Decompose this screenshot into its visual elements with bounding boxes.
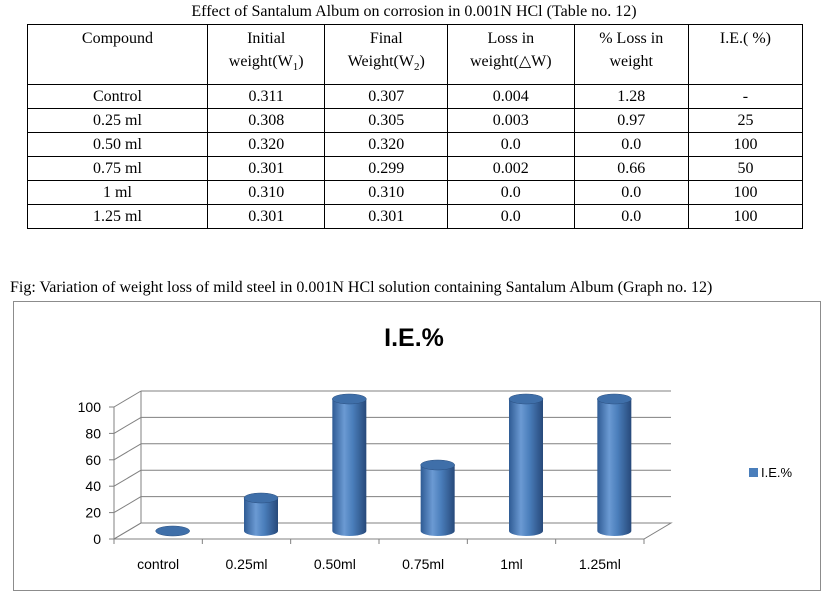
- y-tick-label: 100: [78, 399, 102, 415]
- chart-legend: I.E.%: [749, 465, 792, 480]
- header-text: weight(△W): [470, 53, 552, 70]
- x-tick-label: 0.75ml: [402, 556, 444, 572]
- table-cell: 0.0: [447, 204, 575, 229]
- table-row: Control 0.311 0.307 0.004 1.28 -: [27, 84, 804, 109]
- header-ie-percent: I.E.( %): [687, 24, 804, 85]
- table-cell: 0.003: [447, 108, 575, 133]
- table-cell: 0.0: [573, 132, 689, 157]
- table-cell: 0.310: [206, 180, 326, 205]
- table-cell: 0.66: [573, 156, 689, 181]
- legend-label: I.E.%: [761, 465, 793, 480]
- table-cell: 0.25 ml: [27, 108, 208, 133]
- table-cell: 0.299: [324, 156, 449, 181]
- table-cell: 0.305: [324, 108, 449, 133]
- header-text: % Loss in: [599, 30, 664, 47]
- gridline-side: [113, 522, 142, 540]
- header-initial-weight: Initial weight(W1): [206, 24, 326, 85]
- x-tick-label: control: [137, 556, 179, 572]
- table-cell: 0.0: [573, 204, 689, 229]
- table-cell: 0.308: [206, 108, 326, 133]
- table-row: 0.50 ml 0.320 0.320 0.0 0.0 100: [27, 132, 804, 157]
- table-cell: 0.0: [447, 180, 575, 205]
- chart-floor: [112, 522, 673, 540]
- bar-top-0.25ml: [243, 492, 279, 504]
- bar-top-control: [155, 525, 190, 537]
- table-cell: 100: [687, 204, 804, 229]
- table-cell: -: [687, 84, 804, 109]
- header-text: Final: [369, 30, 403, 47]
- table-cell: 0.004: [447, 84, 575, 109]
- table-cell: 25: [687, 108, 804, 133]
- gridline-side: [113, 443, 142, 461]
- header-text: Initial: [247, 30, 286, 47]
- ie-bar-chart: I.E.% 0 20 40 60 80 100 control 0.25ml 0.50ml 0.75…: [78, 324, 673, 572]
- table-cell: 1.25 ml: [27, 204, 208, 229]
- corrosion-table: Compound Initial weight(W1) Final Weight(W…: [27, 24, 804, 229]
- bar-1ml: [509, 399, 543, 536]
- header-final-weight: Final Weight(W2): [324, 24, 449, 85]
- table-cell: 0.50 ml: [27, 132, 208, 157]
- table-row: 0.75 ml 0.301 0.299 0.002 0.66 50: [27, 156, 804, 181]
- gridline-side: [113, 390, 142, 408]
- table-cell: 0.311: [206, 84, 326, 109]
- bar-1.25ml: [597, 399, 632, 536]
- table-header-row: Compound Initial weight(W1) Final Weight(W…: [27, 24, 804, 85]
- table-cell: Control: [27, 84, 208, 109]
- y-tick-label: 80: [85, 425, 101, 441]
- bar-top-0.75ml: [420, 459, 455, 471]
- bar-0.50ml: [332, 399, 367, 536]
- header-text: Weight(W2): [347, 53, 425, 74]
- x-tick-label: 0.25ml: [225, 556, 267, 572]
- table-cell: 0.75 ml: [27, 156, 208, 181]
- header-text: weight(W1): [228, 53, 304, 74]
- chart-title: I.E.%: [384, 324, 444, 352]
- bar-top-1.25ml: [597, 393, 632, 405]
- table-cell: 0.301: [206, 156, 326, 181]
- table-cell: 0.301: [206, 204, 326, 229]
- y-tick-label: 0: [93, 531, 101, 547]
- table-cell: 1 ml: [27, 180, 208, 205]
- table-row: 1.25 ml 0.301 0.301 0.0 0.0 100: [27, 204, 804, 229]
- table-cell: 0.97: [573, 108, 689, 133]
- header-loss-weight: Loss in weight(△W): [447, 24, 575, 85]
- x-tick-label: 1.25ml: [579, 556, 621, 572]
- table-cell: 0.301: [324, 204, 449, 229]
- table-cell: 0.320: [206, 132, 326, 157]
- table-caption: Effect of Santalum Album on corrosion in…: [191, 3, 637, 20]
- table-cell: 100: [687, 180, 804, 205]
- header-percent-loss: % Loss in weight: [573, 24, 689, 85]
- x-tick-label: 1ml: [500, 556, 523, 572]
- bar-top-1ml: [508, 393, 544, 405]
- table-cell: 100: [687, 132, 804, 157]
- x-tick-label: 0.50ml: [314, 556, 356, 572]
- table-cell: 0.002: [447, 156, 575, 181]
- gridline-side: [113, 496, 142, 514]
- table-cell: 0.0: [573, 180, 689, 205]
- bar-0.75ml: [420, 465, 455, 536]
- y-tick-label: 60: [85, 452, 101, 468]
- y-tick-label: 20: [85, 505, 101, 521]
- table-cell: 0.320: [324, 132, 449, 157]
- table-cell: 0.307: [324, 84, 449, 109]
- gridline-side: [113, 469, 142, 487]
- table-cell: 50: [687, 156, 804, 181]
- y-tick-label: 40: [85, 478, 101, 494]
- table-cell: 0.0: [447, 132, 575, 157]
- table-row: 1 ml 0.310 0.310 0.0 0.0 100: [27, 180, 804, 205]
- header-text: I.E.( %): [719, 30, 771, 47]
- header-compound: Compound: [27, 24, 208, 85]
- bar-top-0.50ml: [332, 393, 367, 405]
- chart-container: I.E.% 0 20 40 60 80 100 control 0.25ml 0.50ml 0.75…: [13, 301, 821, 591]
- gridline-side: [113, 416, 142, 434]
- table-cell: 1.28: [573, 84, 689, 109]
- header-text: weight: [609, 53, 653, 70]
- header-text: Loss in: [487, 30, 535, 47]
- header-text: Compound: [81, 30, 154, 47]
- table-cell: 0.310: [324, 180, 449, 205]
- legend-swatch: [749, 468, 758, 477]
- bar-0.25ml: [244, 498, 278, 536]
- figure-caption: Fig: Variation of weight loss of mild st…: [10, 279, 713, 296]
- table-row: 0.25 ml 0.308 0.305 0.003 0.97 25: [27, 108, 804, 133]
